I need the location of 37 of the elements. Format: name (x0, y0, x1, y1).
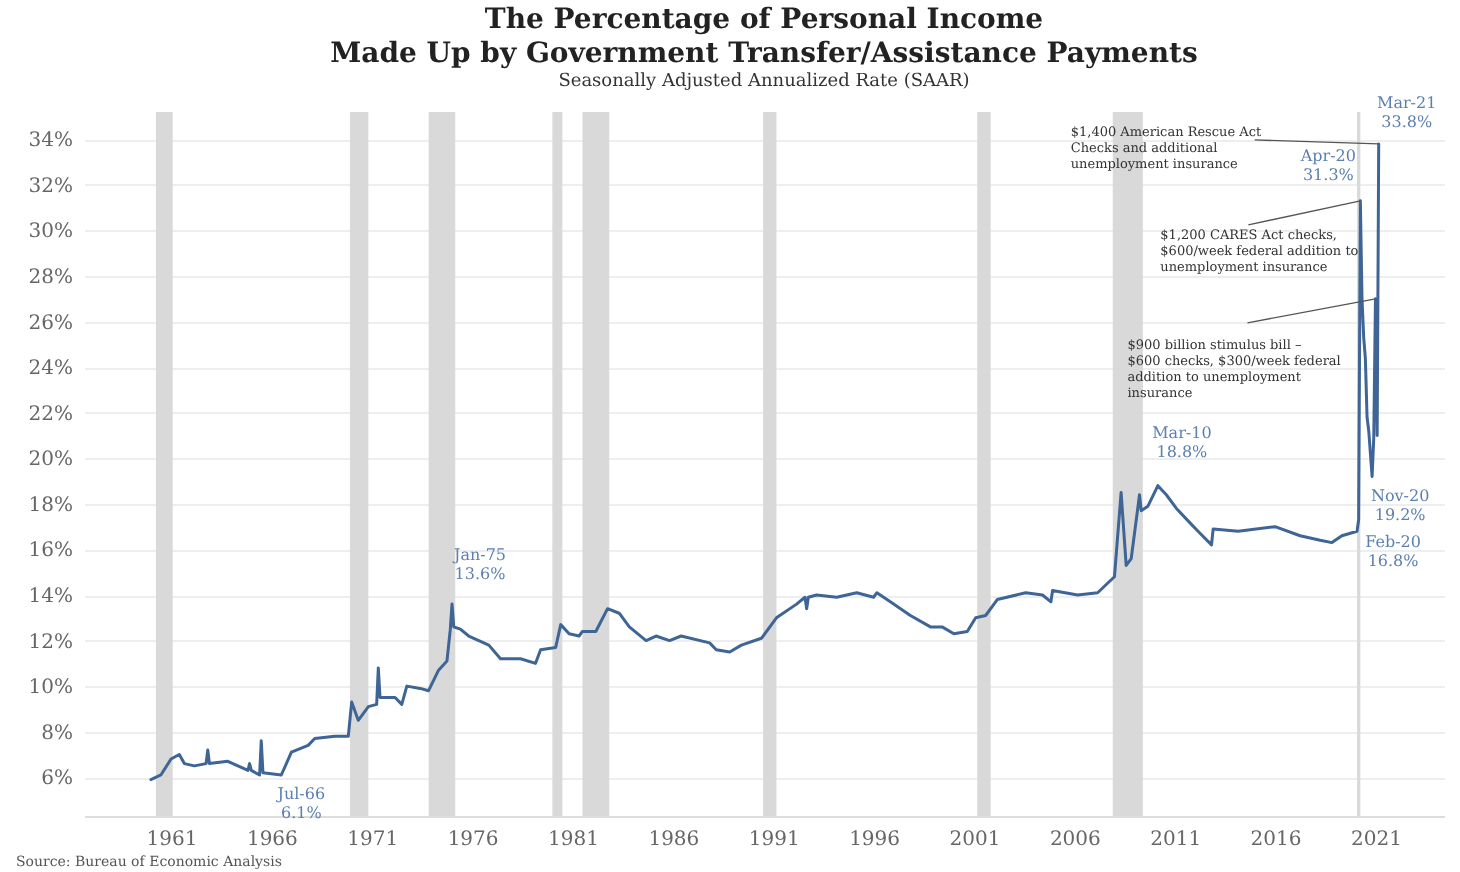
y-tick-label: 34% (28, 130, 73, 153)
y-tick-label: 30% (28, 221, 73, 244)
annotation: Jul-66 6.1% (275, 784, 326, 822)
y-tick-label: 24% (28, 358, 73, 381)
y-tick-label: 22% (28, 403, 73, 426)
y-tick-label: 6% (41, 768, 73, 791)
x-tick-label: 1986 (648, 829, 700, 851)
annotation: Nov-20 19.2% (1370, 486, 1430, 524)
y-tick-label: 10% (28, 677, 73, 700)
y-tick-label: 26% (28, 312, 73, 335)
x-tick-label: 2021 (1351, 829, 1402, 851)
y-tick-label: 28% (28, 267, 73, 290)
chart-subtitle: Seasonally Adjusted Annualized Rate (SAAR) (558, 71, 970, 92)
x-tick-label: 2001 (949, 829, 1001, 851)
annotation: Jan-75 13.6% (452, 546, 507, 584)
x-tick-label: 1976 (447, 829, 499, 851)
y-tick-label: 12% (28, 631, 73, 654)
annotation: Feb-20 16.8% (1365, 533, 1421, 571)
y-tick-label: 18% (28, 494, 73, 517)
chart-title: The Percentage of Personal Income Made Up by Government Transfer/Assistance Payments (330, 3, 1198, 70)
x-tick-label: 1971 (347, 829, 399, 851)
x-tick-label: 2011 (1150, 829, 1202, 851)
x-tick-label: 1961 (146, 829, 198, 851)
x-tick-label: 1966 (246, 829, 298, 851)
x-tick-label: 1996 (849, 829, 901, 851)
x-tick-label: 1991 (748, 829, 800, 851)
annotation: Mar-21 33.8% (1377, 93, 1437, 131)
x-tick-label: 2016 (1250, 829, 1302, 851)
annotation: Apr-20 31.3% (1298, 146, 1356, 184)
y-tick-label: 16% (28, 540, 73, 563)
y-tick-label: 20% (28, 449, 73, 472)
x-tick-label: 1981 (548, 829, 599, 851)
y-tick-label: 32% (28, 175, 73, 198)
annotation: Mar-10 18.8% (1152, 423, 1212, 461)
y-tick-label: 14% (28, 586, 73, 608)
y-tick-label: 8% (41, 722, 73, 745)
x-tick-label: 2006 (1049, 829, 1101, 851)
